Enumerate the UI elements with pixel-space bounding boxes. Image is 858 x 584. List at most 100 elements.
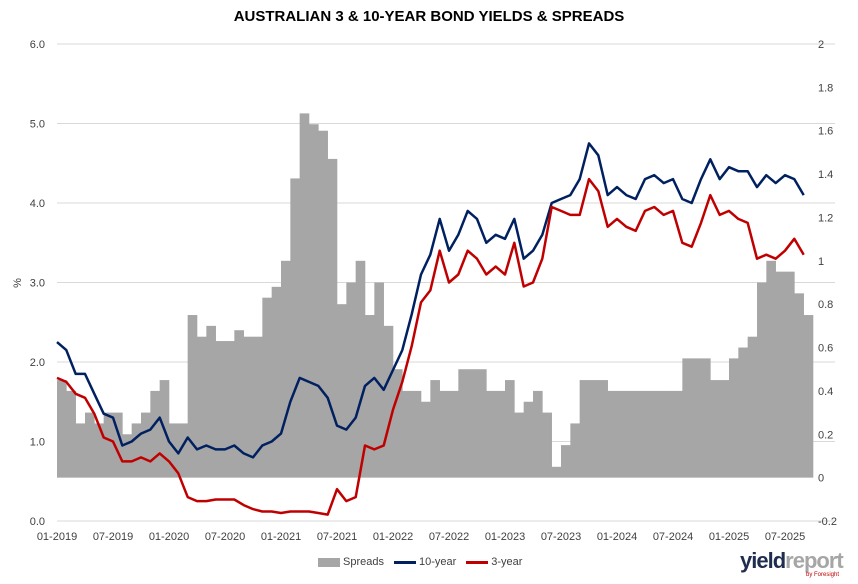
spread-bar: [430, 380, 440, 478]
x-tick-label: 07-2020: [205, 531, 245, 543]
spread-bar: [542, 412, 552, 478]
logo-tagline: by Foresight: [806, 572, 840, 578]
spread-bar: [729, 358, 739, 478]
spread-bar: [215, 341, 226, 478]
spread-bar: [673, 390, 683, 478]
y-tick-label: 3.0: [30, 278, 45, 290]
y-tick-label: 6.0: [30, 39, 45, 51]
spread-bar: [467, 369, 478, 478]
spread-bar: [131, 423, 142, 478]
spread-bar: [514, 412, 524, 478]
x-tick-label: 07-2023: [541, 531, 581, 543]
spread-bar: [477, 369, 487, 478]
spread-bar: [365, 315, 375, 478]
y2-tick-label: 1.4: [818, 169, 833, 181]
x-tick-label: 07-2021: [317, 531, 357, 543]
y2-tick-label: 1.8: [818, 82, 833, 94]
y-tick-label: 1.0: [30, 437, 45, 449]
spread-bar: [701, 358, 711, 478]
spread-bar: [187, 315, 198, 478]
spread-bar: [393, 369, 403, 478]
line-3-year: [56, 177, 805, 516]
spread-bar: [458, 369, 468, 478]
logo-part2: report: [785, 548, 844, 573]
x-tick-label: 01-2019: [37, 531, 77, 543]
spread-bar: [747, 336, 758, 478]
y-tick-label: 2.0: [30, 357, 45, 369]
line-10-year: [56, 142, 805, 459]
spread-bar: [785, 271, 795, 478]
legend: Spreads 10-year 3-year: [318, 556, 522, 568]
spread-bar: [710, 380, 720, 478]
x-tick-label: 07-2019: [93, 531, 133, 543]
spread-bar: [589, 380, 599, 478]
spread-bar: [318, 130, 328, 478]
y2-tick-label: 1.2: [818, 212, 833, 224]
x-tick-label: 07-2022: [429, 531, 469, 543]
spread-bar: [505, 380, 515, 478]
y2-tick-label: 1.6: [818, 126, 833, 138]
y2-tick-label: 0: [818, 473, 824, 485]
spread-bar: [57, 380, 67, 478]
x-tick-label: 07-2025: [765, 531, 805, 543]
spread-bar: [738, 347, 748, 478]
spread-bar: [439, 390, 450, 478]
spread-bar: [337, 304, 347, 478]
legend-label: 10-year: [418, 556, 457, 568]
spread-bar: [271, 286, 282, 478]
spread-bar: [523, 401, 534, 478]
spread-bar: [327, 158, 338, 478]
y-tick-label: 0.0: [30, 516, 45, 528]
spread-bar: [113, 412, 123, 478]
spread-bar: [85, 412, 95, 478]
x-tick-label: 01-2022: [373, 531, 413, 543]
yieldreport-logo: yieldreport by Foresight: [740, 548, 844, 578]
spread-bar: [253, 336, 263, 478]
spread-bar: [355, 260, 366, 478]
spread-bar: [197, 336, 207, 478]
spread-bar: [234, 330, 244, 478]
spread-bar: [635, 390, 646, 478]
spread-bar: [766, 260, 776, 478]
spread-bar: [103, 412, 114, 478]
x-tick-label: 07-2024: [653, 531, 693, 543]
spread-bar: [309, 124, 319, 478]
spread-bar: [579, 380, 590, 478]
spread-bar: [663, 390, 674, 478]
spread-bar: [691, 358, 702, 478]
spread-bar: [794, 293, 804, 478]
y2-tick-label: 0.6: [818, 343, 833, 355]
chart-title: AUSTRALIAN 3 & 10-YEAR BOND YIELDS & SPR…: [233, 8, 625, 25]
spread-bar: [402, 390, 412, 478]
spread-bar: [94, 423, 104, 478]
spread-bar: [281, 260, 291, 478]
y2-tick-label: 0.8: [818, 299, 833, 311]
spread-bar: [775, 271, 786, 478]
spread-bar: [66, 390, 76, 478]
spread-bar: [803, 315, 814, 478]
legend-swatch-3-year: [466, 560, 489, 564]
spread-bar: [299, 113, 310, 478]
x-tick-label: 01-2020: [149, 531, 189, 543]
spread-bar: [178, 423, 188, 478]
spread-bar: [243, 336, 254, 478]
y-tick-label: 5.0: [30, 119, 45, 131]
spread-bar: [719, 380, 730, 478]
legend-label: 3-year: [491, 556, 523, 568]
spread-bar: [682, 358, 692, 478]
spread-bar: [449, 390, 459, 478]
spread-bar: [150, 390, 160, 478]
spread-bar: [645, 390, 655, 478]
logo-part1: yield: [740, 548, 786, 573]
spread-bar: [607, 390, 618, 478]
spread-bar: [141, 412, 151, 478]
legend-item-3-year: 3-year: [466, 556, 522, 568]
y-axis-label: %: [12, 278, 24, 288]
spread-bar: [757, 282, 767, 478]
spread-bar: [561, 445, 571, 478]
spread-bar: [598, 380, 608, 478]
spread-bar: [383, 325, 394, 478]
spread-bar: [533, 390, 543, 478]
spread-bar: [421, 401, 431, 478]
legend-item-spreads: Spreads: [318, 556, 384, 568]
